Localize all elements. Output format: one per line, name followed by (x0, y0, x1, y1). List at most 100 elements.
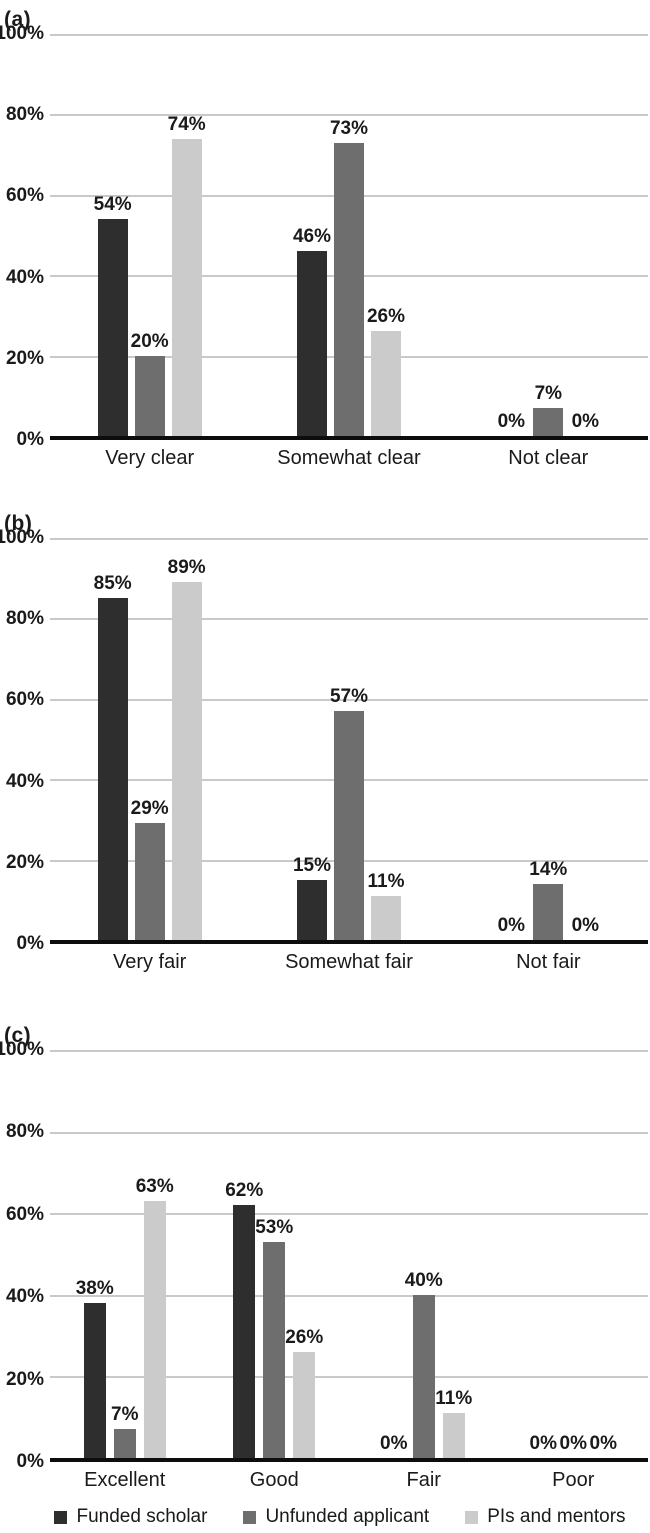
bar-slot: 0% (570, 538, 600, 940)
bar-slot: 11% (435, 1050, 472, 1458)
y-tick-label: 0% (16, 429, 44, 450)
bar-slot: 15% (293, 538, 331, 940)
panel-label-a: (a) (4, 8, 32, 31)
bar-value-label: 38% (75, 1277, 114, 1299)
bar-value-label: 73% (329, 117, 368, 139)
bar-unfunded-applicant (412, 1294, 435, 1458)
bar-pis-and-mentors (370, 895, 401, 940)
x-axis-labels-a: Very clear Somewhat clear Not clear (50, 446, 648, 474)
bar-value-label: 26% (285, 1326, 324, 1348)
bar-pis-and-mentors (370, 331, 401, 436)
y-tick-label: 60% (5, 689, 44, 711)
bar-funded-scholar (83, 1302, 106, 1458)
legend-label: Funded scholar (76, 1506, 208, 1527)
y-tick-label: 40% (5, 770, 44, 792)
bar-slot: 7% (111, 1050, 138, 1458)
x-category-label: Very clear (105, 447, 195, 469)
bar-slot: 38% (76, 1050, 114, 1458)
bar-value-label: 15% (292, 854, 331, 876)
x-category-label: Not fair (516, 951, 581, 973)
bar-pis-and-mentors (171, 582, 202, 940)
gridline (50, 1376, 648, 1379)
gridline (50, 618, 648, 621)
bar-pis-and-mentors (171, 138, 202, 436)
bar-value-label: 53% (255, 1216, 294, 1238)
gridline (50, 1050, 648, 1052)
bar-value-label: 11% (367, 870, 405, 892)
bar-value-label: 0% (559, 1433, 587, 1454)
bar-group-not-clear: 0% 7% 0% (449, 34, 648, 436)
x-category-label: Not clear (508, 447, 589, 469)
bar-value-label: 20% (130, 330, 169, 352)
bar-value-label: 89% (167, 557, 206, 579)
y-tick-label: 80% (5, 1121, 44, 1143)
bar-slot: 0% (496, 538, 526, 940)
bar-slot: 0% (530, 1050, 557, 1458)
bar-value-label: 63% (135, 1175, 174, 1197)
bar-group-not-fair: 0% 14% 0% (449, 538, 648, 940)
bar-slot: 46% (293, 34, 331, 436)
bar-slot: 63% (136, 1050, 174, 1458)
x-axis-labels-b: Very fair Somewhat fair Not fair (50, 950, 648, 978)
y-axis-a: 100% 80% 60% 40% 20% 0% (0, 23, 50, 450)
x-category-label: Fair (406, 1469, 441, 1491)
bar-slot: 53% (255, 1050, 293, 1458)
bar-value-label: 54% (93, 193, 132, 215)
chart-panel-c: 100% 80% 60% 40% 20% 0% 38% 7% (0, 1039, 650, 1496)
y-tick-label: 80% (5, 608, 44, 630)
bar-group-excellent: 38% 7% 63% (50, 1050, 200, 1458)
x-category-label: Somewhat clear (277, 447, 421, 469)
y-tick-label: 40% (5, 1286, 44, 1308)
bar-slot: 57% (330, 538, 368, 940)
plot-area-b: 85% 29% 89% 15% (50, 538, 648, 944)
gridline (50, 1294, 648, 1297)
bar-value-label: 62% (225, 1180, 264, 1202)
bar-slot: 26% (285, 1050, 323, 1458)
bar-slot: 14% (529, 538, 567, 940)
bar-group-somewhat-clear: 46% 73% 26% (249, 34, 448, 436)
bar-funded-scholar (97, 218, 128, 436)
bar-slot: 0% (570, 34, 600, 436)
bar-unfunded-applicant (533, 407, 564, 436)
bar-slot: 29% (131, 538, 169, 940)
y-tick-label: 100% (0, 23, 44, 44)
bar-value-label: 14% (529, 858, 568, 880)
y-tick-label: 80% (5, 104, 44, 126)
bar-slot: 73% (330, 34, 368, 436)
legend-label: PIs and mentors (487, 1506, 626, 1527)
x-category-label: Poor (552, 1469, 595, 1491)
bar-group-good: 62% 53% 26% (200, 1050, 350, 1458)
plot-area-a: 54% 20% 74% 46% (50, 34, 648, 440)
bar-unfunded-applicant (333, 710, 364, 940)
legend: Funded scholar Unfunded applicant PIs an… (40, 1506, 640, 1528)
y-tick-label: 20% (5, 347, 44, 369)
panel-label-b: (b) (4, 512, 33, 535)
gridline (50, 698, 648, 701)
gridline (50, 114, 648, 117)
bar-value-label: 11% (435, 1388, 473, 1410)
bar-slot: 20% (131, 34, 169, 436)
bar-group-very-clear: 54% 20% 74% (50, 34, 249, 436)
bar-slot: 0% (590, 1050, 617, 1458)
bar-slot: 11% (368, 538, 404, 940)
bar-pis-and-mentors (143, 1200, 166, 1458)
panel-label-c: (c) (4, 1024, 32, 1047)
x-category-label: Excellent (84, 1469, 166, 1491)
bar-value-label: 0% (571, 411, 600, 432)
bar-value-label: 40% (404, 1269, 443, 1291)
y-tick-label: 60% (5, 1203, 44, 1225)
bar-slot: 0% (559, 1050, 587, 1458)
bar-slot: 85% (94, 538, 132, 940)
y-tick-label: 100% (0, 1039, 44, 1060)
y-tick-label: 100% (0, 527, 44, 548)
x-category-label: Good (249, 1469, 299, 1491)
bar-value-label: 46% (292, 226, 331, 248)
bar-unfunded-applicant (134, 823, 165, 940)
legend-item-unfunded-applicant: Unfunded applicant (243, 1506, 429, 1528)
y-tick-label: 60% (5, 185, 44, 207)
bar-pis-and-mentors (293, 1351, 316, 1458)
bar-slot: 40% (405, 1050, 443, 1458)
bar-funded-scholar (233, 1205, 256, 1458)
bar-value-label: 85% (93, 573, 132, 595)
bar-funded-scholar (97, 598, 128, 940)
